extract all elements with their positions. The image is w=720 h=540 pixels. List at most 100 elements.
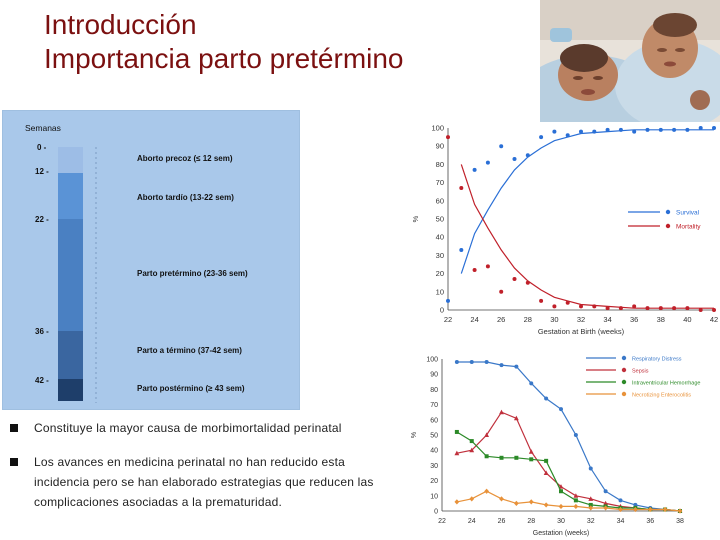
segment-parto-postermino (58, 379, 83, 401)
legend-marker-sepsis (621, 367, 627, 373)
data-point-necrotizing-enterocolitis (543, 502, 549, 508)
data-point-necrotizing-enterocolitis (469, 496, 475, 502)
y-tick-label: 20 (430, 478, 438, 485)
bullet-square-icon (10, 424, 18, 432)
data-point-survival (579, 129, 583, 134)
legend-marker-mortality (665, 223, 671, 229)
timeline-tick-12: 12 - (35, 167, 49, 176)
y-tick-label: 0 (440, 306, 444, 315)
x-tick-label: 34 (617, 518, 625, 525)
segment-aborto-precoz (58, 147, 83, 173)
data-point-necrotizing-enterocolitis (588, 505, 594, 511)
data-point-survival (618, 127, 623, 132)
x-tick-label: 40 (683, 315, 691, 324)
data-point-respiratory-distress (514, 364, 519, 369)
data-point-necrotizing-enterocolitis (558, 503, 564, 510)
data-point-mortality (658, 306, 663, 311)
data-point-mortality (579, 304, 583, 309)
series-line-respiratory-distress (456, 361, 681, 512)
series-line-intraventricular-hemorrhage (456, 431, 681, 512)
data-point-mortality (565, 300, 570, 305)
data-point-necrotizing-enterocolitis (662, 506, 668, 513)
y-tick-label: 70 (430, 402, 438, 409)
y-tick-label: 70 (436, 178, 444, 187)
data-point-necrotizing-enterocolitis (632, 506, 638, 513)
y-axis-title: % (411, 432, 418, 438)
series-line-mortality (460, 164, 714, 309)
data-point-sepsis (484, 432, 490, 437)
data-point-intraventricular-hemorrhage (499, 455, 504, 460)
data-point-survival (525, 153, 530, 158)
title-line-1: Introducción (44, 9, 197, 40)
data-point-survival (552, 129, 557, 134)
x-tick-label: 22 (444, 315, 452, 324)
data-point-respiratory-distress (544, 396, 549, 401)
y-tick-label: 10 (430, 493, 438, 500)
data-point-necrotizing-enterocolitis (454, 499, 460, 505)
data-point-sepsis (499, 409, 504, 415)
y-tick-label: 100 (431, 124, 444, 133)
survival-mortality-chart: 0 10 20 30 40 50 60 70 80 90 100 22 24 26 28 30 32 34 36 38… (411, 124, 718, 337)
x-axis-title: Gestation at Birth (weeks) (538, 327, 625, 336)
y-tick-label: 0 (434, 509, 438, 516)
y-tick-label: 90 (436, 142, 444, 151)
data-point-survival (632, 129, 637, 134)
data-point-intraventricular-hemorrhage (559, 489, 563, 494)
data-point-intraventricular-hemorrhage (484, 454, 489, 459)
label-parto-termino: Parto a término (37-42 sem) (137, 346, 242, 355)
gestation-timeline: Semanas 0 - 12 - 22 - 36 - 42 - Aborto p… (2, 110, 300, 410)
data-point-mortality (525, 280, 530, 285)
data-point-survival (605, 127, 610, 132)
data-point-mortality (712, 308, 716, 312)
segment-parto-termino (58, 331, 83, 379)
data-point-necrotizing-enterocolitis (573, 503, 579, 510)
data-point-necrotizing-enterocolitis (499, 496, 504, 502)
data-point-survival (539, 135, 544, 140)
data-point-mortality (459, 186, 464, 191)
legend-label-respiratory-distress: Respiratory Distress (632, 357, 682, 363)
bullet-list: Constituye la mayor causa de morbimortal… (8, 418, 398, 526)
data-point-necrotizing-enterocolitis (484, 488, 490, 494)
legend-label-sepsis: Sepsis (632, 369, 649, 375)
data-point-sepsis (513, 415, 519, 421)
data-point-survival (446, 298, 450, 303)
y-tick-label: 80 (430, 387, 438, 394)
data-point-respiratory-distress (588, 466, 593, 471)
data-point-respiratory-distress (633, 502, 638, 507)
x-axis-title: Gestation (weeks) (533, 530, 589, 537)
data-point-survival (658, 127, 663, 132)
data-point-sepsis (543, 470, 549, 475)
data-point-necrotizing-enterocolitis (528, 499, 534, 505)
slide-title: Introducción Importancia parto pretérmin… (44, 8, 524, 76)
data-point-mortality (618, 306, 623, 311)
x-tick-label: 26 (497, 315, 505, 324)
x-tick-label: 34 (603, 315, 611, 324)
x-tick-label: 30 (557, 518, 565, 525)
x-tick-label: 36 (646, 518, 654, 525)
data-point-survival (485, 160, 490, 165)
series-line-necrotizing-enterocolitis (456, 490, 681, 512)
x-tick-label: 26 (498, 518, 506, 525)
data-point-sepsis (469, 447, 475, 453)
data-point-intraventricular-hemorrhage (514, 455, 519, 460)
data-point-respiratory-distress (499, 363, 504, 368)
x-tick-label: 24 (470, 315, 478, 324)
data-point-survival (499, 144, 504, 149)
data-point-mortality (472, 267, 477, 272)
data-point-mortality (512, 277, 517, 282)
data-point-survival (592, 129, 597, 134)
x-tick-label: 38 (657, 315, 665, 324)
timeline-tick-42: 42 - (35, 376, 49, 385)
data-point-intraventricular-hemorrhage (573, 498, 578, 503)
data-point-intraventricular-hemorrhage (529, 457, 534, 462)
bullet-square-icon (10, 458, 18, 466)
y-tick-label: 60 (436, 196, 444, 205)
y-tick-label: 30 (436, 251, 444, 260)
x-tick-label: 36 (630, 315, 638, 324)
data-point-survival (512, 156, 517, 161)
data-point-respiratory-distress (603, 489, 608, 494)
data-point-sepsis (528, 449, 534, 454)
morbidity-chart: 0 10 20 30 40 50 60 70 80 90 100 22 24 26 28 30 32 34 36 38… (411, 355, 700, 537)
label-aborto-precoz: Aborto precoz (≤ 12 sem) (137, 154, 233, 163)
legend-label-survival: Survival (676, 210, 700, 217)
